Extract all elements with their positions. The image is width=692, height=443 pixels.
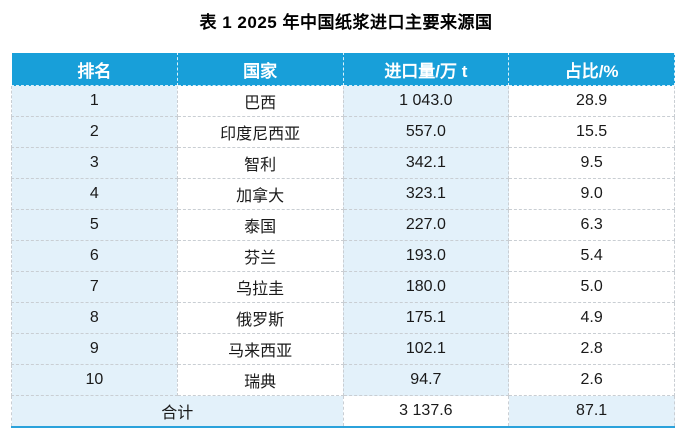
cell-share: 6.3 xyxy=(508,209,675,241)
table-row: 10 瑞典 94.7 2.6 xyxy=(11,364,675,396)
cell-imports: 180.0 xyxy=(342,271,510,303)
cell-rank: 2 xyxy=(11,116,178,148)
total-imports-cell: 3 137.6 xyxy=(342,395,510,428)
cell-rank: 6 xyxy=(11,240,178,272)
cell-rank: 9 xyxy=(11,333,178,365)
cell-share: 5.0 xyxy=(508,271,675,303)
cell-imports: 193.0 xyxy=(342,240,510,272)
cell-country: 智利 xyxy=(176,147,344,179)
cell-share: 4.9 xyxy=(508,302,675,334)
table-row: 8 俄罗斯 175.1 4.9 xyxy=(11,302,675,334)
cell-country: 芬兰 xyxy=(176,240,344,272)
cell-country: 乌拉圭 xyxy=(176,271,344,303)
cell-imports: 175.1 xyxy=(342,302,510,334)
cell-imports: 1 043.0 xyxy=(342,85,510,117)
cell-imports: 557.0 xyxy=(342,116,510,148)
cell-country: 加拿大 xyxy=(176,178,344,210)
cell-share: 2.6 xyxy=(508,364,675,396)
column-header-share: 占比/% xyxy=(508,52,675,86)
cell-rank: 8 xyxy=(11,302,178,334)
cell-share: 28.9 xyxy=(508,85,675,117)
table-footer: 合计 3 137.6 87.1 xyxy=(11,395,675,428)
cell-rank: 3 xyxy=(11,147,178,179)
table-title: 表 1 2025 年中国纸浆进口主要来源国 xyxy=(199,13,493,32)
total-share-cell: 87.1 xyxy=(508,395,675,428)
cell-rank: 5 xyxy=(11,209,178,241)
cell-country: 泰国 xyxy=(176,209,344,241)
cell-country: 俄罗斯 xyxy=(176,302,344,334)
table-row: 1 巴西 1 043.0 28.9 xyxy=(11,85,675,117)
cell-share: 2.8 xyxy=(508,333,675,365)
cell-country: 瑞典 xyxy=(176,364,344,396)
cell-imports: 323.1 xyxy=(342,178,510,210)
cell-rank: 7 xyxy=(11,271,178,303)
cell-rank: 1 xyxy=(11,85,178,117)
table-row: 9 马来西亚 102.1 2.8 xyxy=(11,333,675,365)
table-row: 5 泰国 227.0 6.3 xyxy=(11,209,675,241)
column-header-imports: 进口量/万 t xyxy=(342,52,510,86)
cell-share: 9.5 xyxy=(508,147,675,179)
cell-country: 巴西 xyxy=(176,85,344,117)
cell-imports: 102.1 xyxy=(342,333,510,365)
pulp-import-source-table: 排名 国家 进口量/万 t 占比/% 1 巴西 1 043.0 28.9 2 印度尼西亚 5… xyxy=(11,52,675,428)
cell-country: 印度尼西亚 xyxy=(176,116,344,148)
table-row: 3 智利 342.1 9.5 xyxy=(11,147,675,179)
table-row: 7 乌拉圭 180.0 5.0 xyxy=(11,271,675,303)
cell-share: 5.4 xyxy=(508,240,675,272)
column-header-country: 国家 xyxy=(176,52,344,86)
cell-rank: 10 xyxy=(11,364,178,396)
cell-rank: 4 xyxy=(11,178,178,210)
table-row: 4 加拿大 323.1 9.0 xyxy=(11,178,675,210)
cell-share: 9.0 xyxy=(508,178,675,210)
table-body: 1 巴西 1 043.0 28.9 2 印度尼西亚 557.0 15.5 3 智利 342.1 9.5… xyxy=(11,85,675,396)
cell-share: 15.5 xyxy=(508,116,675,148)
table-row: 6 芬兰 193.0 5.4 xyxy=(11,240,675,272)
cell-imports: 342.1 xyxy=(342,147,510,179)
table-header: 排名 国家 进口量/万 t 占比/% xyxy=(11,52,675,86)
cell-imports: 227.0 xyxy=(342,209,510,241)
header-row: 排名 国家 进口量/万 t 占比/% xyxy=(11,52,675,86)
total-row: 合计 3 137.6 87.1 xyxy=(11,395,675,428)
column-header-rank: 排名 xyxy=(11,52,178,86)
cell-imports: 94.7 xyxy=(342,364,510,396)
cell-country: 马来西亚 xyxy=(176,333,344,365)
table-row: 2 印度尼西亚 557.0 15.5 xyxy=(11,116,675,148)
total-label-cell: 合计 xyxy=(11,395,344,428)
